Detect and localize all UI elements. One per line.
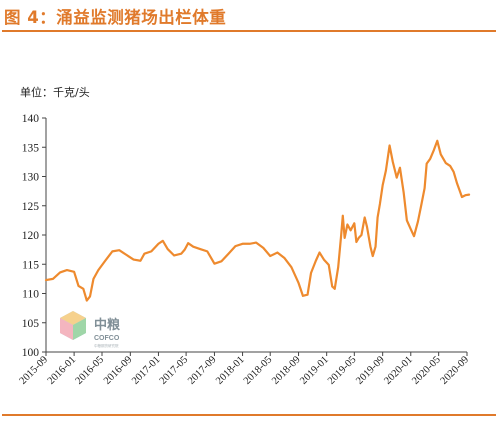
x-tick-label: 2020-09: [439, 354, 472, 387]
footer-rule: [2, 414, 496, 416]
x-tick-label: 2019-01: [298, 354, 331, 387]
x-tick-label: 2016-09: [102, 354, 135, 387]
x-tick-label: 2019-09: [354, 354, 387, 387]
y-tick-label: 140: [22, 113, 40, 125]
x-tick-label: 2015-09: [18, 354, 51, 387]
y-tick-label: 105: [22, 318, 40, 330]
chart-title: 图 4：涌益监测猪场出栏体重: [4, 8, 227, 27]
logo-text-cn: 中粮: [94, 317, 121, 333]
logo-text-en: COFCO: [94, 335, 120, 342]
y-tick-label: 125: [22, 201, 40, 213]
x-tick-label: 2019-05: [326, 354, 359, 387]
x-tick-label: 2020-01: [382, 354, 415, 387]
x-tick-label: 2017-05: [158, 354, 191, 387]
axes: [45, 118, 467, 353]
x-tick-label: 2018-01: [214, 354, 247, 387]
series-line-0: [44, 139, 471, 302]
y-tick-label: 100: [22, 347, 40, 359]
x-tick-label: 2018-09: [270, 354, 303, 387]
series-layer: [44, 139, 471, 302]
y-tick-label: 135: [22, 142, 40, 154]
x-tick-label: 2018-05: [242, 354, 275, 387]
y-tick-label: 110: [22, 289, 39, 301]
cofco-logo: 中粮 COFCO 中粮期货研究院: [60, 311, 121, 348]
x-tick-label: 2017-09: [186, 354, 219, 387]
y-axis-unit-label: 单位：千克/头: [20, 86, 90, 99]
title-rule: [2, 30, 496, 32]
x-tick-label: 2016-05: [74, 354, 107, 387]
y-tick-label: 130: [22, 172, 40, 184]
x-tick-label: 2016-01: [46, 354, 79, 387]
y-tick-label: 115: [22, 259, 39, 271]
x-ticks: 2015-092016-012016-052016-092017-012017-…: [18, 352, 472, 387]
x-tick-label: 2017-01: [130, 354, 163, 387]
y-tick-label: 120: [22, 230, 40, 242]
x-tick-label: 2020-05: [410, 354, 443, 387]
logo-text-sub: 中粮期货研究院: [94, 343, 119, 348]
y-ticks: 100 105 110 115 120 125 130 135 140: [22, 113, 46, 359]
